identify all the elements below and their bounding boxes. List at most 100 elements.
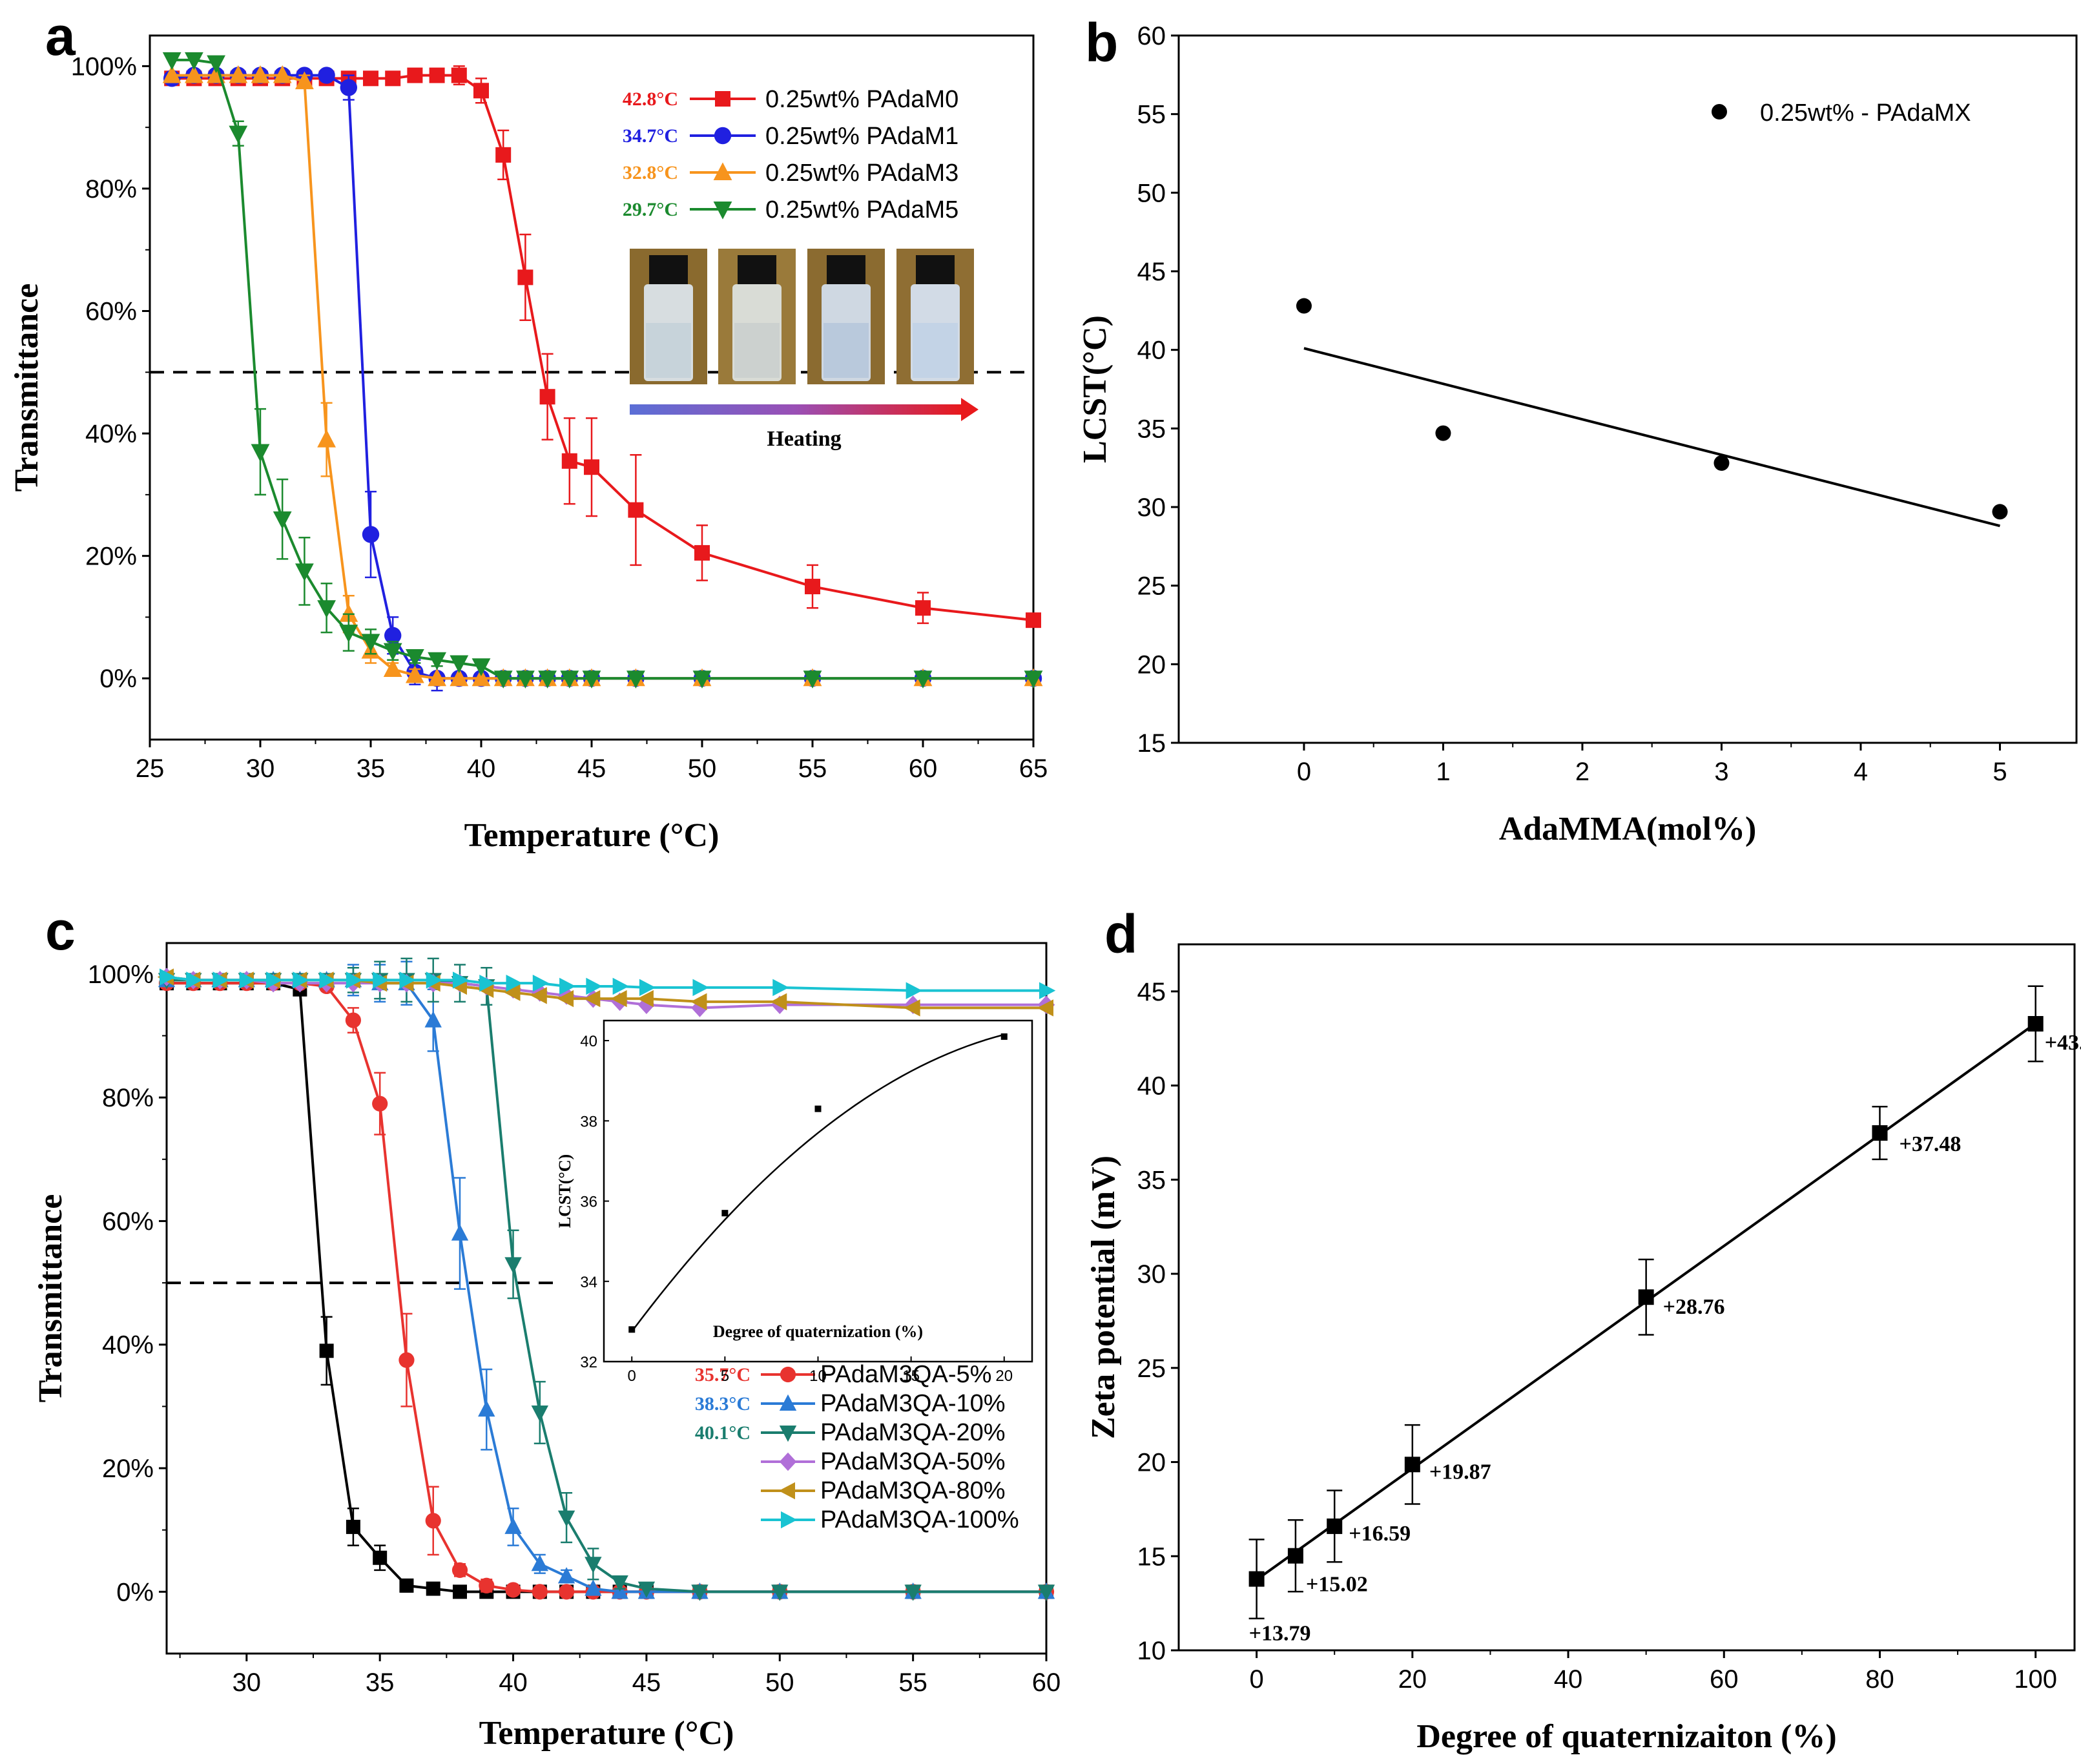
data-point: [610, 990, 627, 1008]
x-tick-label: 25: [136, 754, 165, 783]
data-point: [639, 979, 656, 997]
legend-lcst-1: 35.7°C: [695, 1364, 751, 1385]
data-point: [1992, 504, 2008, 520]
legend-lcst-2: 32.8°C: [623, 162, 678, 183]
data-point: [913, 670, 933, 689]
data-point: [1026, 612, 1041, 628]
inset-y-title: LCST(°C): [555, 1154, 574, 1228]
data-point: [383, 643, 402, 661]
data-point: [557, 1510, 575, 1527]
data-point: [362, 526, 380, 543]
data-point: [493, 670, 513, 689]
legend-lcst-0: 42.8°C: [623, 88, 678, 110]
x-tick-label: 40: [467, 754, 496, 783]
data-point: [1872, 1125, 1888, 1141]
data-point: [426, 1581, 440, 1596]
data-point: [506, 974, 523, 992]
legend-label-2: PAdaM3QA-10%: [820, 1390, 1006, 1417]
legend-label-1: PAdaM3QA-5%: [820, 1361, 991, 1388]
inset-y-tick-label: 34: [580, 1274, 597, 1291]
legend-label-5: PAdaM3QA-80%: [820, 1477, 1006, 1504]
data-point: [1638, 1289, 1654, 1305]
inset-fit-curve: [631, 1033, 1005, 1333]
data-point: [453, 1584, 467, 1599]
legend-label-6: PAdaM3QA-100%: [820, 1506, 1019, 1533]
data-point: [628, 502, 644, 518]
y-tick-label: 0%: [99, 665, 137, 693]
inset-x-title: Degree of quaternization (%): [713, 1322, 923, 1341]
x-tick-label: 100: [2014, 1665, 2057, 1694]
y-axis-title: Transmittance: [8, 284, 45, 492]
inset-x-tick-label: 10: [809, 1367, 827, 1385]
data-point: [539, 389, 555, 405]
data-point: [451, 1224, 469, 1241]
data-point: [505, 1582, 521, 1598]
data-point: [251, 65, 270, 83]
data-label: +16.59: [1349, 1522, 1411, 1546]
data-point: [383, 659, 402, 677]
inset-data-point: [721, 1210, 729, 1217]
data-point: [1037, 999, 1053, 1017]
data-point: [557, 990, 574, 1008]
x-tick-label: 30: [233, 1668, 262, 1697]
data-point: [504, 1257, 522, 1274]
y-tick-label: 25: [1137, 1354, 1166, 1383]
y-tick-label: 25: [1137, 572, 1166, 601]
vial-photo-2: [718, 249, 796, 384]
panel-c-chart: 30 35 40 45 50 55 600%20%40%60%80%100%Temperat…: [32, 942, 1061, 1752]
plot-frame: [1177, 943, 2076, 1652]
y-tick-label: 100%: [71, 52, 137, 81]
legend-lcst-1: 34.7°C: [623, 125, 678, 147]
legend-lcst-2: 38.3°C: [695, 1393, 751, 1415]
x-tick-label: 50: [765, 1668, 794, 1697]
data-point: [584, 459, 599, 475]
inset-x-tick-label: 0: [628, 1367, 636, 1385]
x-tick-label: 0: [1249, 1665, 1263, 1694]
data-point: [212, 971, 229, 989]
data-point: [904, 999, 920, 1017]
data-point: [1039, 982, 1056, 999]
legend-marker-1: [780, 1366, 796, 1383]
legend-label: 0.25wt% - PAdaMX: [1760, 99, 1971, 127]
data-point: [538, 670, 557, 689]
data-point: [690, 993, 707, 1011]
legend-marker-1: [714, 127, 732, 145]
data-point: [694, 545, 710, 561]
data-point: [479, 1577, 495, 1593]
x-tick-label: 20: [1398, 1665, 1427, 1694]
y-tick-label: 50: [1137, 179, 1166, 207]
y-axis-title: Zeta potential (mV): [1085, 1156, 1122, 1439]
data-point: [399, 971, 416, 989]
data-point: [373, 971, 389, 989]
data-point: [293, 971, 309, 989]
data-point: [186, 971, 203, 989]
y-tick-label: 20%: [102, 1455, 154, 1483]
data-label: +43.28: [2045, 1031, 2081, 1055]
y-tick-label: 40%: [85, 420, 137, 448]
data-point: [451, 1562, 468, 1578]
data-point: [207, 55, 225, 74]
data-point: [803, 670, 822, 689]
data-point: [318, 67, 335, 84]
x-axis-title: AdaMMA(mol%): [1499, 811, 1757, 847]
data-point: [772, 979, 789, 997]
y-tick-label: 20: [1137, 650, 1166, 679]
y-tick-label: 55: [1137, 101, 1166, 129]
panel-d-letter: d: [1104, 904, 1137, 964]
data-point: [317, 600, 336, 618]
data-point: [532, 1584, 548, 1600]
data-point: [295, 563, 314, 581]
y-tick-label: 60: [1137, 22, 1166, 50]
inset-frame: [603, 1019, 1033, 1363]
y-tick-label: 60%: [102, 1207, 154, 1236]
data-point: [582, 670, 601, 689]
data-point: [162, 65, 181, 83]
data-label: +37.48: [1899, 1132, 1961, 1156]
data-point: [251, 444, 270, 462]
x-tick-label: 30: [246, 754, 275, 783]
heating-arrow-head: [961, 398, 978, 421]
inset-data-point: [814, 1105, 822, 1112]
data-label: +15.02: [1306, 1573, 1368, 1597]
inset-x-tick-label: 5: [721, 1367, 729, 1385]
data-point: [399, 1578, 414, 1593]
